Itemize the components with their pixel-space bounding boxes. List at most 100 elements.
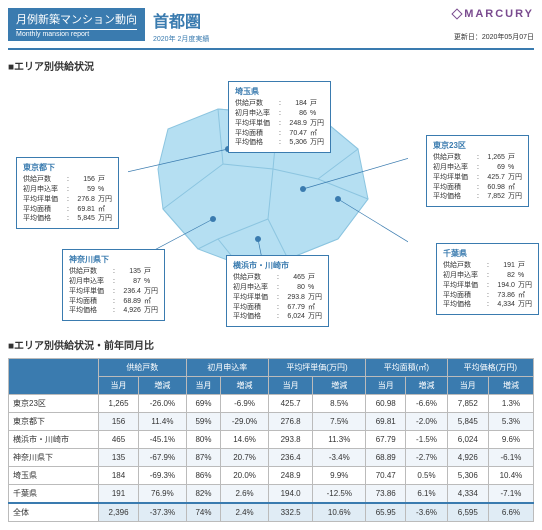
callout: 横浜市・川崎市供給戸数:465戸初月申込率:80%平均坪単価:293.8万円平均…	[226, 255, 329, 327]
cell: 6.1%	[406, 485, 447, 504]
cell: 65.95	[366, 503, 406, 522]
cell: 11.4%	[139, 413, 187, 431]
table-row: 埼玉県184-69.3%86%20.0%248.99.9%70.470.5%5,…	[9, 467, 534, 485]
callout-row: 平均価格:4,926万円	[69, 306, 158, 316]
cell: 1.3%	[488, 395, 533, 413]
cell: 135	[98, 449, 138, 467]
comparison-table: 供給戸数初月申込率平均坪単価(万円)平均面積(㎡)平均価格(万円) 当月増減当月…	[8, 358, 534, 522]
section1-title: ■エリア別供給状況	[8, 58, 534, 73]
cell: 2.6%	[221, 485, 269, 504]
row-name: 千葉県	[9, 485, 99, 504]
callout-row: 平均面積:67.79㎡	[233, 303, 322, 313]
cell: 80%	[186, 431, 221, 449]
cell: -6.9%	[221, 395, 269, 413]
col-sub: 当月	[447, 377, 488, 395]
cell: -2.0%	[406, 413, 447, 431]
cell: 60.98	[366, 395, 406, 413]
col-sub: 増減	[221, 377, 269, 395]
brand-logo: MARCURY	[453, 8, 534, 20]
callout-row: 平均価格:5,845万円	[23, 214, 112, 224]
cell: 465	[98, 431, 138, 449]
cell: 82%	[186, 485, 221, 504]
cell: 425.7	[268, 395, 313, 413]
callout-row: 供給戸数:1,265戸	[433, 153, 522, 163]
cell: 87%	[186, 449, 221, 467]
callout-row: 供給戸数:156戸	[23, 175, 112, 185]
callout: 東京都下供給戸数:156戸初月申込率:59%平均坪単価:276.8万円平均面積:…	[16, 157, 119, 229]
cell: 7.5%	[313, 413, 366, 431]
cell: 156	[98, 413, 138, 431]
cell: 276.8	[268, 413, 313, 431]
callout-name: 東京都下	[23, 162, 112, 173]
cell: 86%	[186, 467, 221, 485]
col-sub: 当月	[268, 377, 313, 395]
cell: 5,845	[447, 413, 488, 431]
cell: 293.8	[268, 431, 313, 449]
row-name: 横浜市・川崎市	[9, 431, 99, 449]
callout-row: 平均価格:7,852万円	[433, 192, 522, 202]
cell: -12.5%	[313, 485, 366, 504]
cell: 69%	[186, 395, 221, 413]
cell: 5.3%	[488, 413, 533, 431]
cell: 6.6%	[488, 503, 533, 522]
col-sub: 当月	[98, 377, 138, 395]
callout: 神奈川県下供給戸数:135戸初月申込率:87%平均坪単価:236.4万円平均面積…	[62, 249, 165, 321]
callout-row: 平均価格:6,024万円	[233, 312, 322, 322]
cell: 6,024	[447, 431, 488, 449]
col-group: 平均坪単価(万円)	[268, 359, 365, 377]
cell: 4,926	[447, 449, 488, 467]
cell: 59%	[186, 413, 221, 431]
callout-row: 平均価格:4,334万円	[443, 300, 532, 310]
cell: 332.5	[268, 503, 313, 522]
period: 2020年 2月度実績	[153, 34, 209, 44]
callout-row: 供給戸数:135戸	[69, 267, 158, 277]
cell: 69.81	[366, 413, 406, 431]
header: 月例新築マンション動向 Monthly mansion report 首都圏 2…	[8, 8, 534, 50]
cell: -6.6%	[406, 395, 447, 413]
col-sub: 増減	[313, 377, 366, 395]
table-row: 東京23区1,265-26.0%69%-6.9%425.78.5%60.98-6…	[9, 395, 534, 413]
callout: 千葉県供給戸数:191戸初月申込率:82%平均坪単価:194.0万円平均面積:7…	[436, 243, 539, 315]
col-group: 供給戸数	[98, 359, 186, 377]
cell: 191	[98, 485, 138, 504]
cell: 184	[98, 467, 138, 485]
update-date: 更新日：2020年05月07日	[453, 32, 534, 42]
col-sub: 当月	[186, 377, 221, 395]
callout-row: 平均面積:70.47㎡	[235, 129, 324, 139]
callout-row: 初月申込率:80%	[233, 283, 322, 293]
map-area: 東京都下供給戸数:156戸初月申込率:59%平均坪単価:276.8万円平均面積:…	[8, 79, 534, 329]
callout-row: 平均面積:69.81㎡	[23, 205, 112, 215]
cell: 20.0%	[221, 467, 269, 485]
region-name: 首都圏	[153, 8, 209, 32]
callout-row: 平均坪単価:425.7万円	[433, 173, 522, 183]
cell: -7.1%	[488, 485, 533, 504]
cell: 1,265	[98, 395, 138, 413]
callout-row: 平均坪単価:236.4万円	[69, 287, 158, 297]
cell: 194.0	[268, 485, 313, 504]
cell: 9.6%	[488, 431, 533, 449]
cell: 11.3%	[313, 431, 366, 449]
cell: 2,396	[98, 503, 138, 522]
title-box: 月例新築マンション動向 Monthly mansion report	[8, 8, 145, 41]
cell: -37.3%	[139, 503, 187, 522]
cell: 4,334	[447, 485, 488, 504]
cell: 6,595	[447, 503, 488, 522]
row-name: 埼玉県	[9, 467, 99, 485]
cell: -26.0%	[139, 395, 187, 413]
cell: -3.4%	[313, 449, 366, 467]
cell: 67.79	[366, 431, 406, 449]
col-group: 平均面積(㎡)	[366, 359, 448, 377]
cell: -1.5%	[406, 431, 447, 449]
col-group: 平均価格(万円)	[447, 359, 533, 377]
table-row: 全体2,396-37.3%74%2.4%332.510.6%65.95-3.6%…	[9, 503, 534, 522]
callout-row: 供給戸数:465戸	[233, 273, 322, 283]
row-name: 全体	[9, 503, 99, 522]
callout-row: 初月申込率:87%	[69, 277, 158, 287]
cell: 10.4%	[488, 467, 533, 485]
cell: 9.9%	[313, 467, 366, 485]
callout-row: 初月申込率:86%	[235, 109, 324, 119]
callout: 東京23区供給戸数:1,265戸初月申込率:69%平均坪単価:425.7万円平均…	[426, 135, 529, 207]
col-sub: 増減	[406, 377, 447, 395]
col-group: 初月申込率	[186, 359, 268, 377]
cell: 0.5%	[406, 467, 447, 485]
